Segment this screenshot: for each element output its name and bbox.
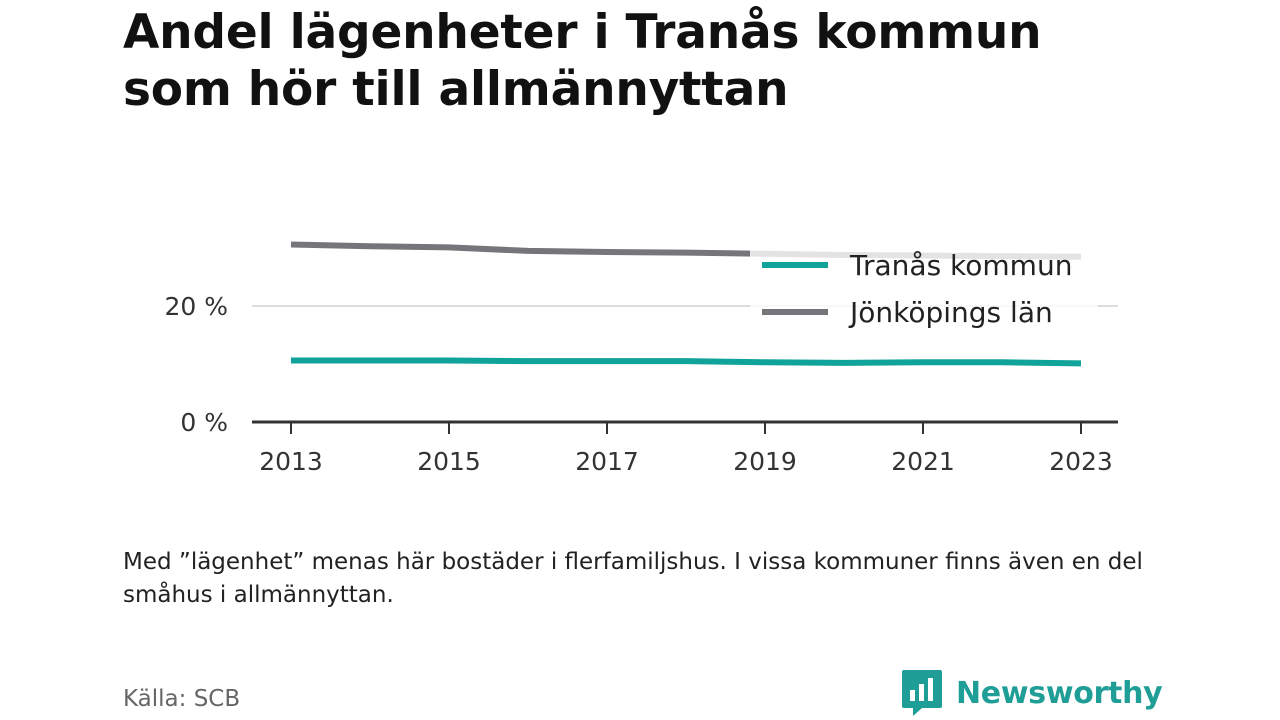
chart-note: Med ”lägenhet” menas här bostäder i fler…	[123, 549, 1143, 608]
x-tick-label: 2015	[417, 447, 481, 476]
legend-label: Tranås kommun	[849, 249, 1072, 282]
legend-background	[750, 240, 1098, 336]
axes: 0 % 20 % 2013 2015 2017 2019 2021 2023	[164, 292, 1118, 476]
x-tick-label: 2023	[1049, 447, 1113, 476]
x-tick-label: 2021	[891, 447, 955, 476]
series-line-1	[291, 357, 1082, 367]
y-tick-label: 20 %	[164, 292, 228, 321]
brand-logo: Newsworthy	[900, 668, 1163, 718]
legend-label: Jönköpings län	[848, 296, 1053, 329]
legend: Tranås kommun Jönköpings län	[750, 240, 1098, 336]
x-tick-label: 2013	[259, 447, 323, 476]
y-tick-label: 0 %	[180, 408, 228, 437]
x-tick-label: 2019	[733, 447, 797, 476]
source-label: Källa: SCB	[123, 686, 241, 712]
x-tick-label: 2017	[575, 447, 639, 476]
brand-name: Newsworthy	[956, 675, 1163, 711]
chart-title: Andel lägenheter i Tranås kommun som hör…	[123, 5, 1042, 117]
newsworthy-logo-icon	[902, 670, 942, 716]
